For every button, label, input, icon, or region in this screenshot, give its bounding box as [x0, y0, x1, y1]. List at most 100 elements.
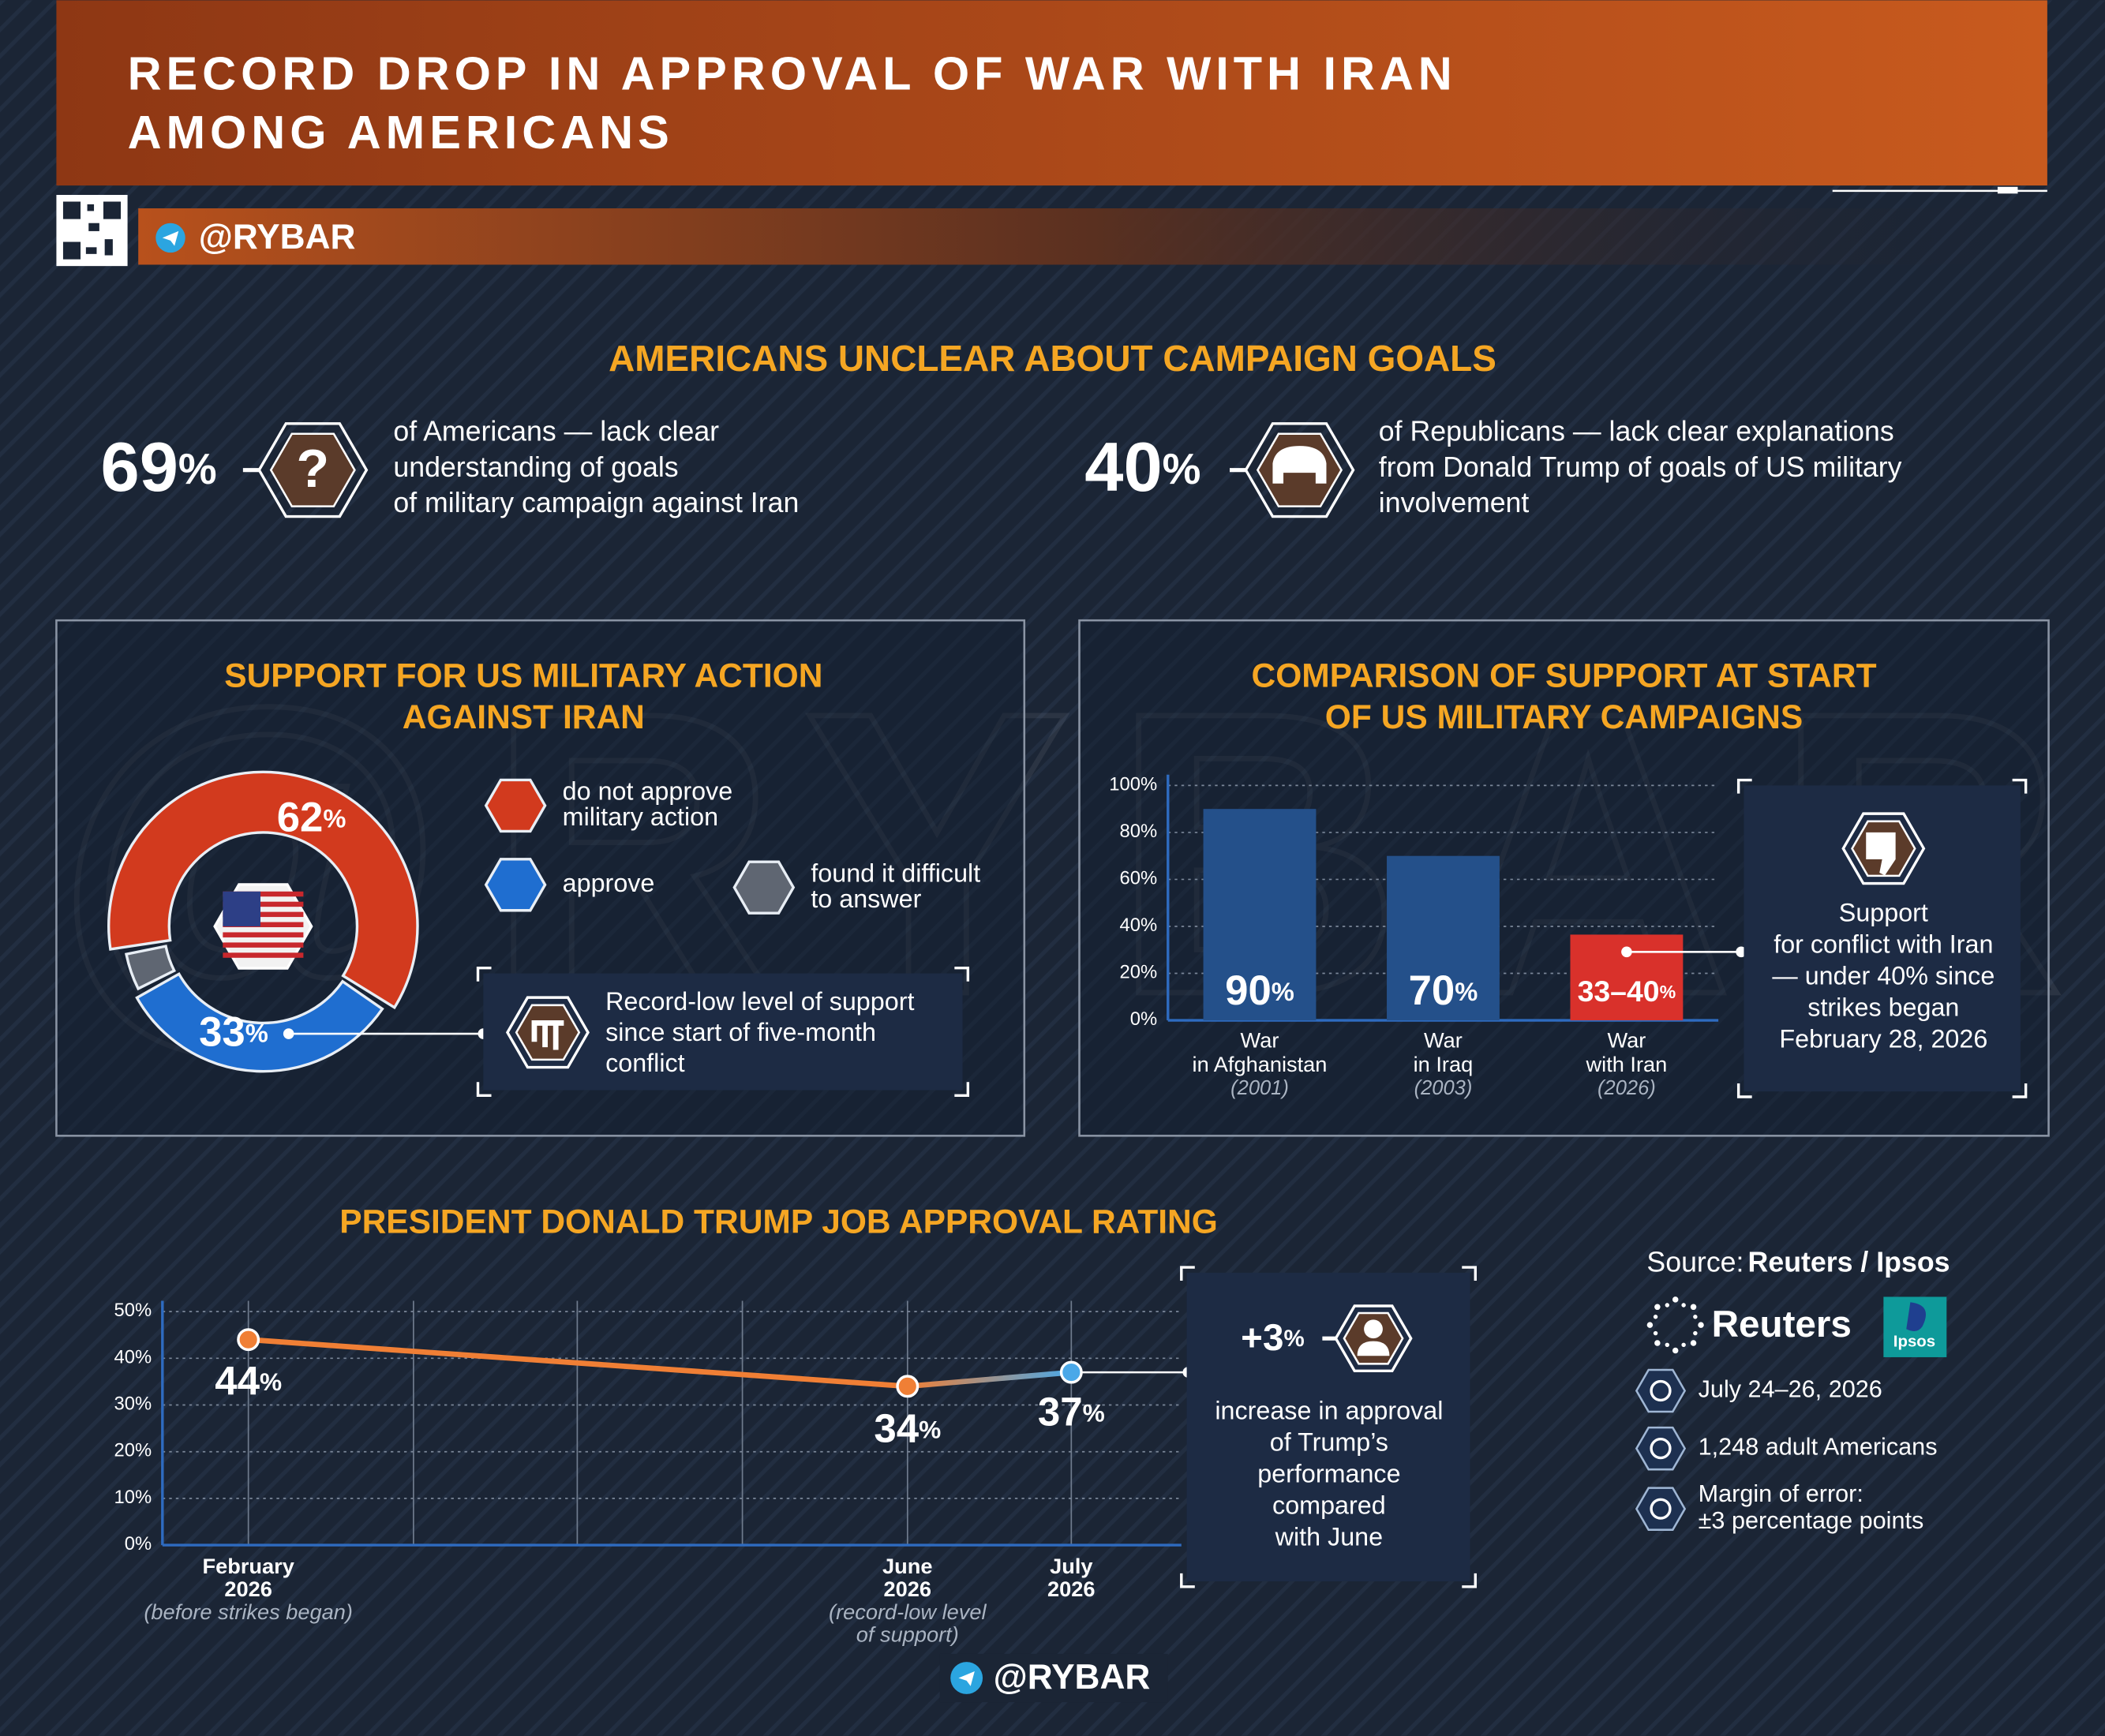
thumb-down-icon: [1866, 832, 1896, 876]
stat-icon: ?: [297, 439, 330, 499]
callout-text: increase in approval of Trump’s performanc…: [1215, 1396, 1443, 1551]
reuters-dot: [1653, 1330, 1658, 1336]
point: [237, 1328, 260, 1352]
y-tick-label: 40%: [1120, 915, 1158, 936]
telegram-plane: [958, 1671, 975, 1686]
flag-stripe: [223, 922, 304, 928]
donut-segment: [125, 945, 177, 991]
x-tick-note: (2026): [1597, 1077, 1656, 1099]
person-head: [1364, 1319, 1383, 1339]
y-tick-label: 50%: [114, 1300, 152, 1321]
reuters-dot: [1672, 1296, 1679, 1303]
callout-box: [1186, 1272, 1470, 1582]
y-tick-label: 60%: [1120, 868, 1158, 889]
x-tick-label: June 2026: [882, 1554, 932, 1601]
box-corners: [476, 967, 970, 1098]
x-tick-label: July 2026: [1047, 1554, 1096, 1601]
detail-icon: [1650, 1498, 1672, 1520]
y-tick-label: 80%: [1120, 821, 1158, 842]
stat-text: of Americans — lack clear understanding o…: [393, 416, 799, 518]
connector-dot: [283, 1028, 294, 1039]
bar: [1203, 809, 1317, 1021]
x-tick-note: (2003): [1414, 1077, 1473, 1099]
y-tick-label: 0%: [125, 1533, 152, 1555]
icon-frame: [1635, 1487, 1687, 1531]
y-tick-label: 20%: [1120, 962, 1158, 983]
y-tick-label: 40%: [114, 1347, 152, 1368]
y-tick-label: 100%: [1109, 774, 1157, 795]
x-tick-label: February 2026: [202, 1554, 294, 1601]
reuters-dot: [1681, 1303, 1686, 1308]
detail-icon: [1650, 1379, 1672, 1402]
flag-stripe: [223, 942, 304, 948]
logo-ipsos: Ipsos: [1893, 1334, 1935, 1351]
reuters-dot: [1653, 1315, 1658, 1319]
x-tick-note: (2001): [1230, 1077, 1289, 1099]
y-tick-label: 30%: [114, 1394, 152, 1415]
connector-dot: [1621, 946, 1632, 958]
source-detail: 1,248 adult Americans: [1699, 1434, 1938, 1461]
y-tick-label: 0%: [1130, 1008, 1157, 1030]
legend-label: do not approve military action: [563, 776, 732, 830]
bar: [1387, 855, 1500, 1021]
flag-stripe: [223, 891, 304, 897]
handle: @RYBAR: [199, 218, 356, 256]
donut-segment: [135, 971, 384, 1073]
data-label: 33–40%: [1578, 975, 1676, 1008]
legend-label: approve: [563, 869, 655, 897]
header-band: [56, 0, 2047, 186]
connector-dot: [1736, 946, 1747, 958]
reuters-dot: [1690, 1304, 1697, 1311]
reuters-dot: [1672, 1347, 1679, 1354]
chart-title: PRESIDENT DONALD TRUMP JOB APPROVAL RATI…: [339, 1204, 1218, 1241]
icon-frame: [1841, 812, 1926, 885]
logo-reuters: Reuters: [1712, 1303, 1852, 1345]
reuters-dot: [1654, 1340, 1661, 1346]
source-label: Source:: [1646, 1247, 1744, 1278]
y-tick-label: 10%: [114, 1487, 152, 1508]
reuters-dot: [1665, 1342, 1670, 1348]
box-corners: [1736, 778, 2028, 1098]
stat-icon: [1272, 446, 1327, 484]
reuters-dot: [1665, 1303, 1670, 1308]
thumb-icon: [531, 1020, 564, 1050]
reuters-dot: [1681, 1342, 1686, 1348]
callout-text: Record-low level of support since start o…: [605, 986, 914, 1076]
handle-band: [138, 208, 2047, 265]
flag-stripe: [223, 932, 304, 937]
source-name: Reuters / Ipsos: [1748, 1247, 1950, 1278]
footer-handle: @RYBAR: [994, 1658, 1151, 1697]
person-body: [1357, 1341, 1390, 1356]
source-detail: Margin of error: ±3 percentage points: [1699, 1480, 1924, 1534]
icon-frame: [257, 422, 369, 518]
header-rule-mark: [1997, 186, 2018, 194]
flag-stripe: [223, 901, 304, 907]
x-tick-label: War in Afghanistan: [1193, 1027, 1328, 1076]
page-title: RECORD DROP IN APPROVAL OF WAR WITH IRAN…: [128, 47, 1457, 159]
section-title: AMERICANS UNCLEAR ABOUT CAMPAIGN GOALS: [609, 338, 1496, 379]
reuters-dot: [1690, 1340, 1697, 1346]
icon-badge: [269, 432, 356, 507]
icon-frame: [1244, 422, 1355, 518]
source-detail: July 24–26, 2026: [1699, 1376, 1882, 1403]
icon-frame: [1635, 1368, 1687, 1413]
flag-stripe: [223, 952, 304, 958]
icon-frame: [1334, 1304, 1413, 1373]
x-tick-label: War in Iraq: [1414, 1027, 1474, 1076]
box-corners: [1180, 1266, 1477, 1588]
point: [1059, 1360, 1083, 1384]
legend-label: found it difficult to answer: [811, 859, 980, 912]
icon-frame: [1635, 1426, 1687, 1471]
reuters-dot: [1693, 1330, 1698, 1336]
x-tick-note: (record-low level of support): [829, 1599, 987, 1647]
qr-pattern: [62, 201, 122, 260]
y-tick-label: 20%: [114, 1440, 152, 1461]
logo-ipsos-mark: [1906, 1302, 1927, 1331]
legend-swatch: [484, 858, 547, 912]
stat-text: of Republicans — lack clear explanations…: [1379, 416, 1902, 518]
icon-frame: [505, 996, 590, 1069]
legend-swatch: [484, 778, 547, 833]
flag-canton: [223, 891, 260, 926]
